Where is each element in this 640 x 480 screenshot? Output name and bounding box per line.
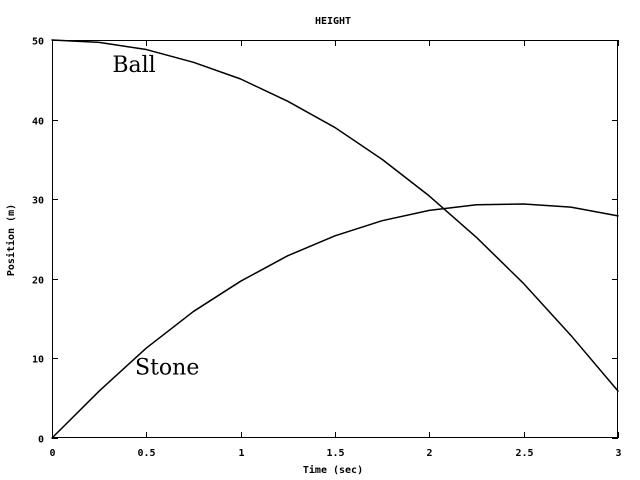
x-axis-label: Time (sec) <box>303 464 363 476</box>
series-line-2 <box>51 203 619 439</box>
x-tick-label: 2 <box>426 448 432 459</box>
x-tick-label: 0 <box>49 448 55 459</box>
y-tick-label: 30 <box>32 196 44 207</box>
x-tick-label: 1.5 <box>326 448 344 459</box>
y-axis-label: Position (m) <box>5 204 17 276</box>
annotation-label: Stone <box>135 355 199 380</box>
y-tick-label: 50 <box>32 37 44 48</box>
y-tick-label: 0 <box>38 435 44 446</box>
annotation-group: Ball Stone <box>112 53 199 380</box>
chart-title: HEIGHT <box>315 16 351 27</box>
y-axis: 0 10 20 30 40 50 <box>32 37 618 446</box>
y-tick-label: 20 <box>32 276 44 287</box>
x-tick-label: 2.5 <box>515 448 533 459</box>
y-tick-label: 10 <box>32 355 44 366</box>
x-tick-label: 1 <box>238 448 244 459</box>
x-axis: 0 0.5 1 1.5 2 2.5 3 <box>49 40 622 459</box>
series-group <box>51 39 619 439</box>
annotation-label: Ball <box>112 53 155 78</box>
series-line-1 <box>51 39 619 392</box>
x-tick-label: 0.5 <box>137 448 155 459</box>
x-tick-label: 3 <box>615 448 621 459</box>
y-tick-label: 40 <box>32 117 44 128</box>
